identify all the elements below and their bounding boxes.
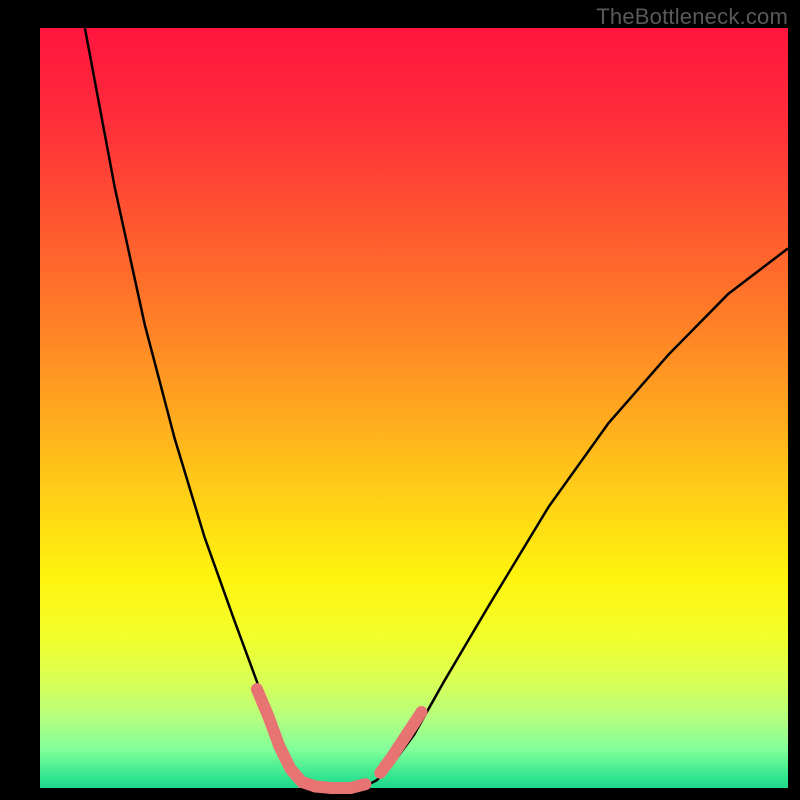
plot-background [40,28,788,788]
chart-container: TheBottleneck.com [0,0,800,800]
bottleneck-chart [0,0,800,800]
